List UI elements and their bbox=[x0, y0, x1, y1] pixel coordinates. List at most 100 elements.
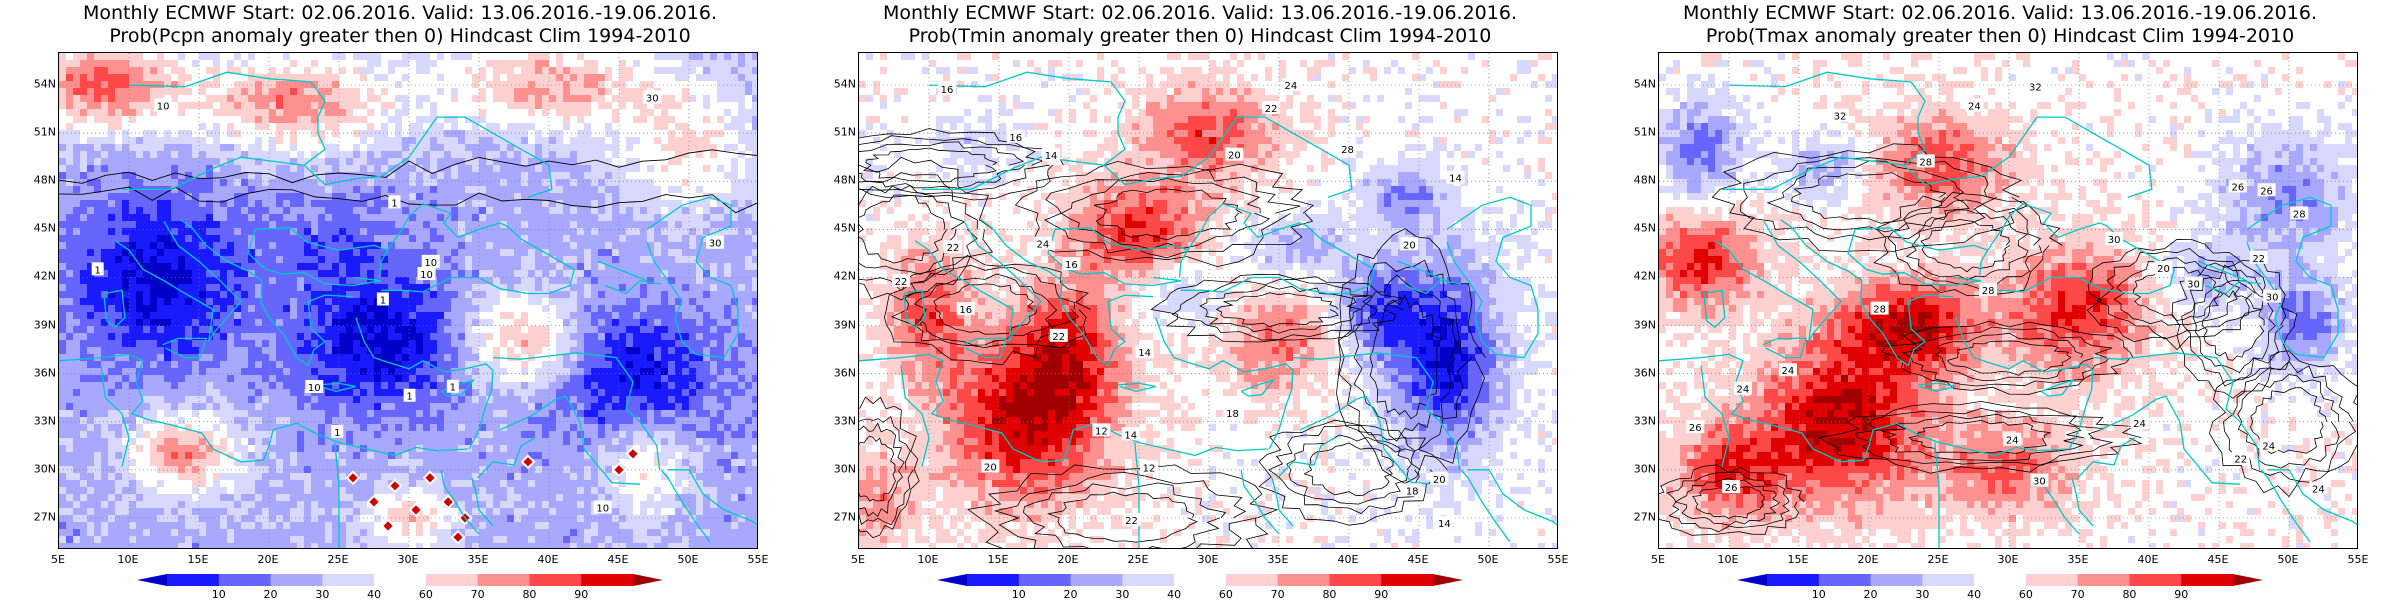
colorbar-tick-label: 70 bbox=[471, 588, 485, 600]
graticule bbox=[1659, 53, 2357, 548]
contour-label: 1 bbox=[91, 262, 104, 276]
longitude-tick-label: 10E bbox=[118, 553, 139, 566]
latitude-tick-label: 54N bbox=[6, 78, 56, 91]
coastlines bbox=[1659, 71, 2357, 548]
colorbar-segment bbox=[270, 574, 323, 586]
panel-title-line2: Prob(Pcpn anomaly greater then 0) Hindca… bbox=[0, 25, 800, 48]
colorbar-tick-label: 20 bbox=[1064, 588, 1078, 600]
longitude-tick-label: 30E bbox=[1998, 553, 2019, 566]
contour-label: 28 bbox=[1870, 301, 1889, 316]
contour-label: 20 bbox=[1400, 237, 1419, 251]
longitude-tick-label: 45E bbox=[608, 553, 629, 566]
longitude-tick-label: 35E bbox=[468, 553, 489, 566]
anomaly-probability-field bbox=[859, 53, 1557, 548]
latitude-tick-label: 54N bbox=[806, 78, 856, 91]
colorbar-tick-label: 30 bbox=[315, 588, 329, 600]
longitude-tick-label: 50E bbox=[2278, 553, 2299, 566]
map-area[interactable]: 30 10 10 10 1 1 1 1 1 30 10 10 1 bbox=[58, 52, 758, 549]
graticule bbox=[859, 53, 1557, 548]
latitude-tick-label: 36N bbox=[6, 366, 56, 379]
colorbar-segment bbox=[218, 574, 272, 586]
contour-label: 30 bbox=[706, 235, 725, 250]
latitude-tick-label: 39N bbox=[6, 318, 56, 331]
contour-label: 24 bbox=[2130, 416, 2149, 430]
colorbar-segment bbox=[425, 574, 479, 586]
contour-label: 16 bbox=[1006, 129, 1025, 144]
colorbar-tick-label: 60 bbox=[419, 588, 433, 600]
longitude-tick-label: 55E bbox=[2348, 553, 2369, 566]
latitude-tick-label: 45N bbox=[1606, 222, 1656, 235]
contour-label: 28 bbox=[1916, 154, 1935, 168]
contour-labels: 22 24 22 26 24 28 26 24 28 20 24 28 26 30 24 32 30 24 28 30… bbox=[1686, 79, 2328, 495]
contour-label: 14 bbox=[1042, 148, 1061, 162]
colorbar-segment bbox=[529, 574, 582, 586]
colorbar-segment bbox=[1870, 574, 1923, 586]
contour-lines bbox=[859, 128, 1486, 548]
colorbar-high-arrow bbox=[1433, 574, 1463, 586]
colorbar-segment bbox=[1174, 574, 1227, 586]
colorbar-segment bbox=[1018, 574, 1072, 586]
map-area[interactable]: 14 14 16 12 16 14 20 18 22 20 22 24 20 16 14 22 22 18 12 14… bbox=[858, 52, 1558, 549]
contour-label: 18 bbox=[1223, 406, 1242, 420]
colorbar-tick-label: 20 bbox=[1864, 588, 1878, 600]
colorbar-tick-label: 10 bbox=[212, 588, 226, 600]
contour-label: 10 bbox=[305, 380, 324, 394]
latitude-tick-label: 51N bbox=[806, 126, 856, 139]
latitude-tick-label: 27N bbox=[806, 510, 856, 523]
contour-label: 24 bbox=[1778, 363, 1797, 377]
panel-title-line2: Prob(Tmin anomaly greater then 0) Hindca… bbox=[800, 25, 1600, 48]
colorbar-tick-label: 30 bbox=[1115, 588, 1129, 600]
colorbar-tick-label: 10 bbox=[1012, 588, 1026, 600]
contour-label: 22 bbox=[1049, 328, 1068, 343]
colorbar-segment bbox=[1070, 574, 1123, 586]
longitude-tick-label: 45E bbox=[1408, 553, 1429, 566]
latitude-tick-label: 48N bbox=[6, 174, 56, 187]
colorbar-segment bbox=[967, 574, 1020, 586]
contour-label: 14 bbox=[1446, 170, 1465, 185]
panel-title-line1: Monthly ECMWF Start: 02.06.2016. Valid: … bbox=[1600, 2, 2400, 25]
latitude-tick-label: 42N bbox=[6, 270, 56, 283]
latitude-tick-label: 39N bbox=[806, 318, 856, 331]
panel-title-line2: Prob(Tmax anomaly greater then 0) Hindca… bbox=[1600, 25, 2400, 48]
colorbar-segment bbox=[477, 574, 530, 586]
contour-label: 22 bbox=[943, 240, 962, 254]
contour-label: 12 bbox=[1092, 423, 1111, 437]
colorbar-low-arrow bbox=[1737, 574, 1767, 586]
panel-title-line1: Monthly ECMWF Start: 02.06.2016. Valid: … bbox=[800, 2, 1600, 25]
contour-label: 24 bbox=[1965, 98, 1984, 113]
contour-label: 16 bbox=[938, 82, 957, 96]
longitude-tick-label: 20E bbox=[258, 553, 279, 566]
latitude-tick-label: 33N bbox=[1606, 414, 1656, 427]
contour-label: 16 bbox=[956, 302, 975, 316]
coastlines bbox=[59, 71, 757, 548]
latitude-tick-label: 27N bbox=[6, 510, 56, 523]
latitude-tick-label: 30N bbox=[806, 462, 856, 475]
contour-label: 12 bbox=[1140, 460, 1159, 474]
contour-label: 30 bbox=[2184, 276, 2203, 291]
longitude-tick-label: 40E bbox=[2138, 553, 2159, 566]
contour-label: 22 bbox=[1262, 101, 1281, 115]
colorbar-tick-label: 90 bbox=[574, 588, 588, 600]
panel-tmax: Monthly ECMWF Start: 02.06.2016. Valid: … bbox=[1600, 0, 2400, 600]
latitude-tick-label: 36N bbox=[1606, 366, 1656, 379]
contour-label: 24 bbox=[2309, 481, 2328, 495]
latitude-tick-label: 45N bbox=[6, 222, 56, 235]
latitude-tick-label: 54N bbox=[1606, 78, 1656, 91]
colorbar-segment bbox=[1818, 574, 1872, 586]
map-area[interactable]: 22 24 22 26 24 28 26 24 28 20 24 28 26 30 24 32 30 24 28 30… bbox=[1658, 52, 2358, 549]
contour-label: 1 bbox=[403, 388, 416, 403]
latitude-tick-label: 42N bbox=[1606, 270, 1656, 283]
latitude-tick-label: 30N bbox=[6, 462, 56, 475]
anomaly-probability-field bbox=[59, 53, 757, 548]
contour-label: 28 bbox=[1979, 283, 1998, 297]
longitude-tick-label: 10E bbox=[1718, 553, 1739, 566]
longitude-tick-label: 15E bbox=[188, 553, 209, 566]
longitude-tick-label: 15E bbox=[1788, 553, 1809, 566]
colorbar-tick-label: 40 bbox=[367, 588, 381, 600]
colorbar-tick-label: 90 bbox=[2174, 588, 2188, 600]
contour-label: 32 bbox=[1831, 108, 1850, 123]
contour-label: 16 bbox=[1062, 257, 1081, 271]
